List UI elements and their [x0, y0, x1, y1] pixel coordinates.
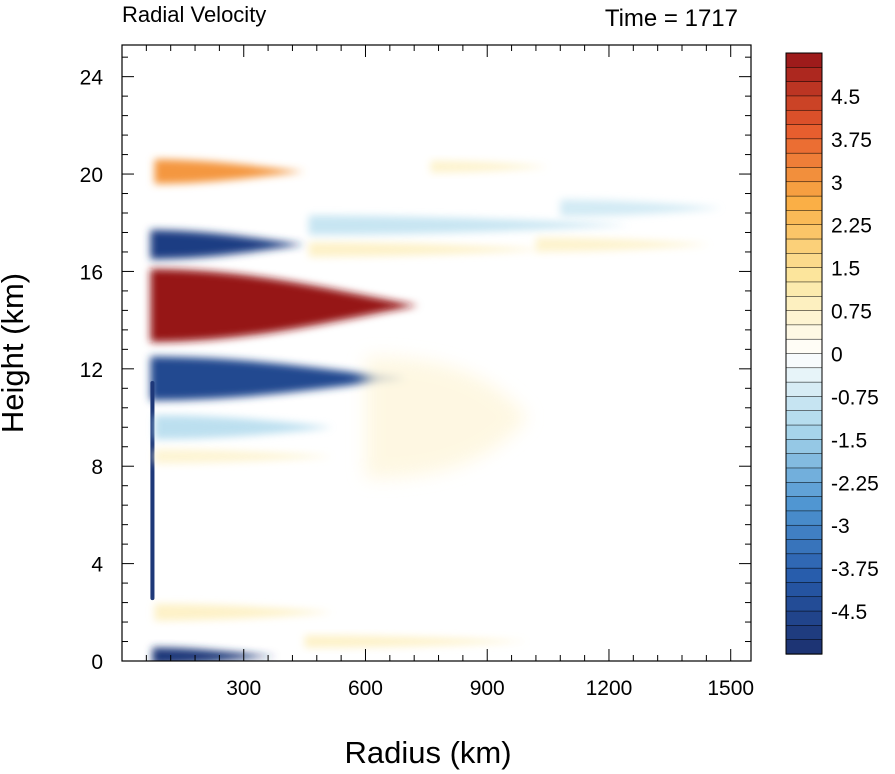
- colorbar-bin: [785, 324, 823, 340]
- time-label: Time = 1717: [605, 5, 738, 32]
- colorbar-bin: [785, 453, 823, 469]
- colorbar-bin: [785, 467, 823, 483]
- colorbar-bin: [785, 510, 823, 526]
- colorbar-bin: [785, 81, 823, 97]
- colorbar-bin: [785, 124, 823, 140]
- colorbar-bin: [785, 67, 823, 83]
- colorbar-bin: [785, 310, 823, 326]
- colorbar-bin: [785, 396, 823, 412]
- x-axis: 300 600 900 1200 1500: [121, 45, 754, 700]
- colorbar-bin: [785, 52, 823, 68]
- field-faint-outflow: [154, 603, 334, 621]
- colorbar-tick-label: 3.75: [831, 129, 872, 152]
- field-faint-outflow: [535, 237, 711, 252]
- colorbar-tick-label: 3: [831, 172, 843, 195]
- y-tick-label: 8: [91, 456, 103, 479]
- colorbar-tick-label: -4.5: [831, 601, 867, 624]
- colorbar-bin: [785, 109, 823, 126]
- colorbar-bin: [785, 539, 823, 555]
- field-eyewall-column: [150, 381, 155, 601]
- colorbar-bin: [785, 210, 823, 226]
- y-tick-label: 24: [80, 67, 104, 90]
- colorbar-bin: [785, 410, 823, 426]
- colorbar-bin: [785, 367, 823, 383]
- colorbar-bin: [785, 482, 823, 498]
- x-tick-label: 1200: [586, 677, 633, 700]
- field-faint-outflow: [154, 449, 334, 464]
- field-faint-outflow: [304, 635, 528, 648]
- colorbar-bin: [785, 253, 823, 269]
- colorbar-tick-label: -3: [831, 515, 850, 538]
- colorbar-bin: [785, 238, 823, 254]
- colorbar-bin: [785, 195, 823, 212]
- colorbar-bin: [785, 582, 823, 598]
- colorbar-tick-label: 0: [831, 344, 843, 367]
- x-tick-label: 900: [470, 677, 505, 700]
- field-inflow-band: [150, 356, 407, 401]
- colorbar-tick-label: -1.5: [831, 429, 867, 452]
- colorbar-bin: [785, 338, 823, 355]
- colorbar-bin: [785, 281, 823, 297]
- colorbar-bin: [785, 138, 823, 154]
- colorbar-bin: [785, 353, 823, 369]
- colorbar-tick-label: -2.25: [831, 472, 879, 495]
- colorbar-bin: [785, 381, 823, 398]
- field-faint-inflow: [560, 199, 723, 217]
- colorbar-bin: [785, 181, 823, 197]
- colorbar: 4.5 3.75 3 2.25 1.5 0.75 0 -0.75 -1.5 -2.25 -3 -3.7…: [785, 52, 879, 655]
- field-boundary-inflow: [152, 647, 277, 661]
- colorbar-bin: [785, 167, 823, 183]
- colorbar-bin: [785, 496, 823, 512]
- colorbar-bin: [785, 424, 823, 441]
- field-faint-outflow: [430, 160, 549, 173]
- colorbar-tick-label: -0.75: [831, 386, 879, 409]
- colorbar-bin: [785, 296, 823, 312]
- velocity-field: [150, 159, 723, 661]
- colorbar-bin: [785, 639, 823, 655]
- y-tick-label: 4: [91, 554, 103, 577]
- colorbar-bin: [785, 524, 823, 541]
- colorbar-bin: [785, 625, 823, 641]
- colorbar-bin: [785, 610, 823, 627]
- plot-background: [122, 45, 751, 661]
- y-tick-label: 12: [80, 359, 103, 382]
- colorbar-bin: [785, 224, 823, 240]
- field-faint-outflow: [308, 242, 549, 257]
- colorbar-tick-label: -3.75: [831, 558, 879, 581]
- colorbar-bin: [785, 439, 823, 455]
- colorbar-tick-label: 4.5: [831, 86, 860, 109]
- colorbar-bin: [785, 95, 823, 111]
- colorbar-bin: [785, 567, 823, 584]
- colorbar-bin: [785, 596, 823, 612]
- field-weak-outflow-region: [365, 356, 528, 479]
- field-inflow-band: [150, 230, 305, 260]
- field-outflow-band: [154, 159, 305, 184]
- y-tick-label: 20: [80, 164, 103, 187]
- field-outflow-jet: [150, 269, 419, 343]
- chart-title: Radial Velocity: [122, 2, 266, 27]
- colorbar-bin: [785, 267, 823, 283]
- field-faint-inflow: [308, 215, 630, 235]
- colorbar-bin: [785, 152, 823, 169]
- y-axis-label: Height (km): [0, 273, 30, 433]
- x-axis-label: Radius (km): [344, 735, 511, 770]
- y-axis: 0 4 8 12 16 20 24: [80, 56, 751, 674]
- colorbar-tick-label: 0.75: [831, 301, 872, 324]
- colorbar-tick-label: 1.5: [831, 258, 860, 281]
- colorbar-tick-label: 2.25: [831, 215, 872, 238]
- colorbar-frame: [785, 52, 823, 655]
- y-tick-label: 0: [91, 651, 103, 674]
- x-tick-label: 300: [226, 677, 261, 700]
- colorbar-bin: [785, 553, 823, 569]
- x-tick-label: 1500: [707, 677, 754, 700]
- x-tick-label: 600: [348, 677, 383, 700]
- plot-frame: [121, 44, 752, 662]
- y-tick-label: 16: [80, 261, 103, 284]
- field-faint-inflow: [154, 415, 334, 440]
